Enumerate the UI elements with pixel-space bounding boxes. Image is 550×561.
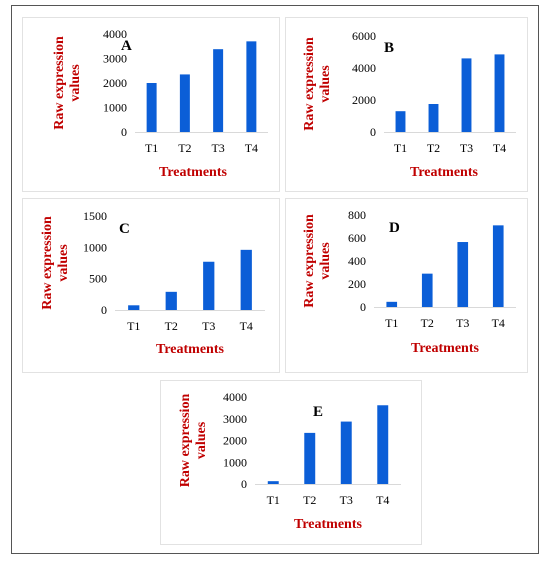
chart-c-svg: C 0 500 1000 1500 T1 T2 T3 T4 Raw expressionvalue… [40, 209, 265, 357]
x-tick-label: T3 [211, 141, 224, 155]
x-tick-label: T2 [427, 141, 440, 155]
bar-t3 [461, 58, 472, 132]
y-axis-title: Raw expressionvalues [302, 214, 333, 308]
y-tick-label: 3000 [223, 412, 247, 426]
x-tick-label: T4 [245, 141, 258, 155]
y-axis-title: Raw expressionvalues [302, 37, 333, 131]
y-tick-label: 2000 [352, 93, 376, 107]
x-axis-title: Treatments [410, 165, 478, 180]
bar-t1 [395, 111, 406, 132]
x-tick-label: T2 [165, 319, 178, 333]
x-tick-label: T3 [460, 141, 473, 155]
bar-t3 [457, 242, 469, 307]
x-tick-label: T1 [385, 316, 398, 330]
chart-e-svg: E 0 1000 2000 3000 4000 T1 T2 T3 T4 Raw expression… [178, 390, 401, 532]
y-tick-label: 1000 [83, 240, 107, 254]
x-tick-label: T4 [493, 141, 506, 155]
bar-t2 [165, 291, 177, 310]
x-axis-title: Treatments [156, 342, 224, 357]
x-tick-label: T3 [202, 319, 215, 333]
chart-d-svg: D 0 200 400 600 800 T1 T2 T3 T4 Raw expressionvalu… [302, 208, 516, 356]
chart-panel-e: E 0 1000 2000 3000 4000 T1 T2 T3 T4 Raw expression… [160, 380, 422, 545]
y-tick-label: 2000 [103, 76, 127, 90]
bar-t3 [213, 49, 224, 132]
y-tick-label: 0 [121, 125, 127, 139]
chart-a-svg: A 0 1000 2000 3000 4000 T1 T2 T3 T4 Raw expression… [52, 27, 268, 180]
bar-t1 [386, 301, 398, 307]
bar-t2 [421, 273, 433, 307]
panel-label-e: E [313, 404, 323, 420]
bar-t4 [377, 405, 389, 484]
y-axis-title: Raw expressionvalues [52, 36, 83, 130]
bar-t1 [128, 305, 140, 310]
y-tick-label: 1500 [83, 209, 107, 223]
y-tick-label: 400 [348, 254, 366, 268]
chart-panel-c: C 0 500 1000 1500 T1 T2 T3 T4 Raw expressionvalue… [22, 198, 280, 373]
x-tick-label: T1 [394, 141, 407, 155]
bar-t3 [340, 421, 352, 484]
y-tick-label: 2000 [223, 434, 247, 448]
y-tick-label: 1000 [103, 101, 127, 115]
x-tick-label: T1 [145, 141, 158, 155]
y-tick-label: 0 [241, 477, 247, 491]
y-axis-title: Raw expressionvalues [178, 394, 209, 488]
bar-t2 [304, 432, 316, 484]
bar-t2 [428, 104, 439, 132]
panel-label-d: D [389, 220, 400, 236]
x-tick-label: T3 [340, 493, 353, 507]
bar-t4 [492, 225, 504, 307]
x-tick-label: T2 [303, 493, 316, 507]
y-tick-label: 600 [348, 231, 366, 245]
y-tick-label: 800 [348, 208, 366, 222]
bar-t2 [179, 74, 190, 132]
y-tick-label: 0 [360, 300, 366, 314]
y-tick-label: 1000 [223, 455, 247, 469]
bar-t1 [146, 83, 157, 132]
x-axis-title: Treatments [294, 517, 362, 532]
y-tick-label: 3000 [103, 52, 127, 66]
panel-label-a: A [121, 38, 132, 54]
y-tick-label: 6000 [352, 29, 376, 43]
chart-panel-b: B 0 2000 4000 6000 T1 T2 T3 T4 Raw expressionvalu… [285, 17, 528, 192]
y-tick-label: 4000 [103, 27, 127, 41]
x-tick-label: T1 [127, 319, 140, 333]
y-tick-label: 200 [348, 277, 366, 291]
chart-b-svg: B 0 2000 4000 6000 T1 T2 T3 T4 Raw expressionvalu… [302, 29, 516, 180]
chart-panel-d: D 0 200 400 600 800 T1 T2 T3 T4 Raw expressionvalu… [285, 198, 528, 373]
y-axis-title: Raw expressionvalues [40, 216, 71, 310]
y-tick-label: 4000 [223, 390, 247, 404]
x-tick-label: T4 [376, 493, 389, 507]
x-tick-label: T3 [456, 316, 469, 330]
panel-label-c: C [119, 221, 130, 237]
bar-t3 [203, 261, 215, 310]
x-tick-label: T2 [421, 316, 434, 330]
bar-t4 [494, 54, 505, 132]
y-tick-label: 500 [89, 272, 107, 286]
bar-t4 [240, 249, 252, 310]
y-tick-label: 0 [101, 303, 107, 317]
panel-label-b: B [384, 40, 394, 56]
bar-t4 [246, 41, 257, 132]
x-tick-label: T1 [267, 493, 280, 507]
x-tick-label: T4 [492, 316, 505, 330]
x-tick-label: T2 [178, 141, 191, 155]
chart-panel-a: A 0 1000 2000 3000 4000 T1 T2 T3 T4 Raw expression… [22, 17, 280, 192]
y-tick-label: 0 [370, 125, 376, 139]
bar-t1 [267, 481, 279, 484]
x-axis-title: Treatments [411, 341, 479, 356]
x-axis-title: Treatments [159, 165, 227, 180]
x-tick-label: T4 [240, 319, 253, 333]
y-tick-label: 4000 [352, 61, 376, 75]
